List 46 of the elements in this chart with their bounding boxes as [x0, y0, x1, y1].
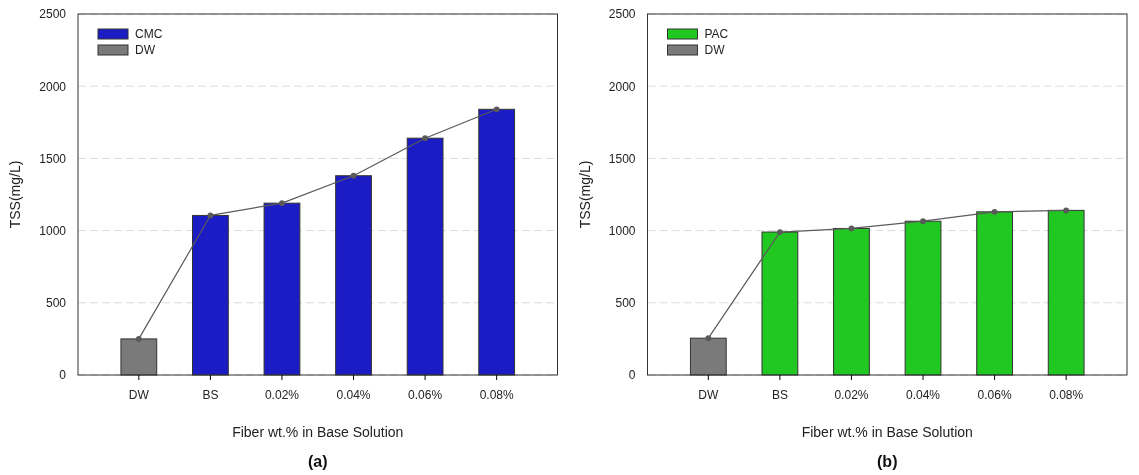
y-tick-label: 1000 — [39, 223, 67, 238]
y-tick-label: 2500 — [608, 7, 636, 22]
point — [207, 212, 214, 219]
x-tick-label: 0.04% — [906, 387, 941, 402]
legend-label: DW — [135, 43, 156, 57]
point — [279, 200, 285, 207]
y-tick-label: 1000 — [608, 223, 636, 238]
x-tick-label: DW — [698, 387, 719, 402]
x-tick-label: 0.04% — [336, 387, 371, 402]
text: (a) — [307, 453, 328, 470]
x-axis-title: Fiber wt.% in Base Solution — [232, 424, 404, 440]
point — [493, 106, 500, 113]
point — [777, 229, 783, 235]
point — [135, 336, 142, 342]
y-tick-label: 0 — [59, 368, 67, 383]
y-tick-label: 1500 — [608, 151, 636, 166]
y-tick-label: 500 — [615, 296, 636, 311]
x-tick-label: 0.06% — [408, 387, 443, 402]
point — [422, 135, 428, 142]
x-tick-label: BS — [202, 387, 219, 402]
y-tick-label: 500 — [45, 296, 67, 311]
legend-label: DW — [704, 43, 726, 57]
legend-label: PAC — [704, 27, 729, 41]
y-tick-label: 2000 — [608, 79, 636, 94]
point — [848, 225, 855, 232]
x-tick-label: 0.02% — [834, 387, 869, 402]
point — [920, 218, 926, 225]
text: (b) — [877, 453, 898, 470]
y-tick-label: 0 — [628, 368, 636, 383]
x-axis-title: Fiber wt.% in Base Solution — [801, 424, 973, 440]
x-tick-label: 0.08% — [479, 387, 515, 402]
legend-label: CMC — [135, 27, 163, 41]
y-tick-label: 2500 — [39, 7, 67, 22]
x-tick-label: 0.08% — [1049, 387, 1084, 402]
point — [350, 172, 357, 179]
y-tick-label: 2000 — [39, 79, 67, 94]
x-tick-label: 0.02% — [264, 387, 300, 402]
point — [991, 208, 998, 215]
x-tick-label: DW — [128, 387, 150, 402]
y-axis-title: TSS(mg/L) — [7, 160, 23, 229]
point — [1063, 207, 1070, 214]
y-tick-label: 1500 — [39, 151, 67, 166]
x-tick-label: 0.06% — [977, 387, 1012, 402]
point — [705, 335, 712, 342]
y-axis-title: TSS(mg/L) — [576, 160, 593, 229]
x-tick-label: BS — [771, 387, 788, 402]
